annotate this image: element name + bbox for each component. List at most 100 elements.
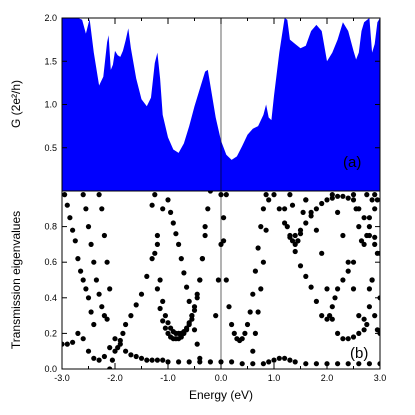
eigenvalue-point [178,256,184,262]
eigenvalue-point [372,206,378,212]
eigenvalue-point [350,286,357,292]
eigenvalue-point [123,348,129,354]
panel-b: 0.0 0.2 0.4 0.6 0.8 -3.0 -2.0 -1.0 0.0 1.0 2.0 3.0… [9,18,386,402]
eigenvalue-point [377,361,380,367]
eigenvalue-point [350,197,357,203]
eigenvalue-point [62,192,68,198]
eigenvalue-point [218,241,224,247]
eigenvalue-point [271,192,277,198]
eigenvalue-point [191,327,198,333]
eigenvalue-point [324,316,330,322]
eigenvalue-point [144,357,150,363]
eigenvalue-point [88,241,94,247]
eigenvalue-point [99,206,105,212]
eigenvalue-point [287,234,293,240]
eigenvalue-point [149,357,155,363]
eigenvalue-point [191,307,198,313]
eigenvalue-point [154,241,160,247]
eigenvalue-point [184,284,190,290]
y-tick-label: 0.5 [44,143,57,153]
eigenvalue-point [366,361,372,367]
eigenvalue-point [160,298,166,304]
eigenvalue-point [297,263,304,269]
eigenvalue-point [83,286,89,292]
eigenvalue-point [282,206,288,212]
eigenvalue-point [226,304,232,310]
eigenvalue-point [353,206,359,212]
panel-b-x-axis-title: Energy (eV) [189,388,253,402]
eigenvalue-point [263,192,269,198]
eigenvalue-point [335,209,341,215]
eigenvalue-point [197,355,203,361]
eigenvalue-point [276,206,282,212]
eigenvalue-point [75,256,81,262]
eigenvalue-point [168,209,174,215]
eigenvalue-point [160,206,166,212]
eigenvalue-point [313,361,319,367]
x-tick-label: 1.0 [268,373,281,383]
eigenvalue-point [340,193,346,199]
eigenvalue-point [340,232,346,239]
eigenvalue-point [260,259,266,265]
eigenvalue-point [154,357,160,363]
eigenvalue-point [287,357,293,363]
y-tick-label: 0.6 [44,257,57,267]
eigenvalue-point [287,192,293,198]
panel-b-y-ticks: 0.0 0.2 0.4 0.6 0.8 [44,222,380,374]
eigenvalue-point [369,197,375,203]
eigenvalue-point [356,224,362,230]
eigenvalue-point [327,313,333,319]
eigenvalue-point [350,259,357,265]
eigenvalue-point [202,232,208,239]
eigenvalue-point [250,291,256,297]
eigenvalue-point [313,206,319,212]
eigenvalue-point [80,192,86,198]
eigenvalue-point [162,313,168,319]
eigenvalue-point [300,209,306,215]
eigenvalue-point [85,295,92,301]
x-tick-label: 2.0 [321,373,334,383]
eigenvalue-point [297,227,304,233]
eigenvalue-point [345,259,351,265]
eigenvalue-point [186,298,192,304]
eigenvalue-point [319,200,325,207]
eigenvalue-point [250,348,256,354]
eigenvalue-point [88,309,94,315]
eigenvalue-point [260,361,266,367]
eigenvalue-point [303,220,309,226]
eigenvalue-point [266,197,272,203]
y-tick-label: 0.8 [44,222,57,232]
eigenvalue-point [80,277,86,283]
eigenvalue-point [356,361,362,367]
eigenvalue-point [207,191,213,194]
eigenvalue-point [144,273,150,279]
eigenvalue-point [372,241,378,247]
eigenvalue-point [168,325,174,331]
eigenvalue-point [194,341,200,347]
eigenvalue-point [223,192,229,198]
eigenvalue-point [282,355,288,361]
eigenvalue-point [96,357,102,363]
eigenvalue-point [295,238,301,244]
eigenvalue-point [364,321,370,328]
y-tick-label: 2.0 [44,13,57,23]
eigenvalue-point [292,359,298,365]
eigenvalue-point [123,321,129,328]
eigenvalue-point [83,206,89,212]
eigenvalue-point [372,234,378,240]
eigenvalue-point [107,366,113,369]
eigenvalue-point [366,215,372,221]
eigenvalue-point [374,197,380,203]
eigenvalue-point [189,316,195,322]
eigenvalue-point [229,321,235,328]
eigenvalue-point [361,241,367,247]
x-tick-label: -3.0 [54,373,70,383]
eigenvalue-point [308,209,314,215]
eigenvalue-point [271,357,277,363]
eigenvalue-point [189,313,195,319]
eigenvalue-point [366,304,372,310]
eigenvalue-point [266,359,272,365]
panel-b-label: (b) [350,345,368,362]
eigenvalue-point [160,357,166,363]
